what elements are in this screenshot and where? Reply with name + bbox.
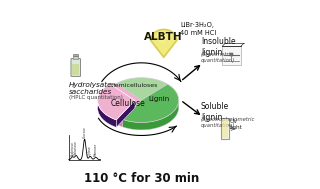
Polygon shape [123, 84, 179, 122]
Polygon shape [98, 84, 116, 127]
Text: Mannose: Mannose [94, 143, 98, 156]
Polygon shape [98, 84, 135, 120]
Polygon shape [104, 84, 141, 119]
Polygon shape [123, 101, 179, 130]
Text: Xylose: Xylose [88, 146, 92, 155]
Text: Cellulose: Cellulose [111, 99, 146, 108]
Ellipse shape [104, 85, 179, 130]
Text: Hemicelluloses: Hemicelluloses [110, 83, 158, 88]
FancyBboxPatch shape [71, 59, 81, 76]
Ellipse shape [157, 31, 167, 43]
Polygon shape [116, 78, 167, 100]
Text: 110 °C for 30 min: 110 °C for 30 min [84, 172, 199, 185]
Text: Soluble
lignin: Soluble lignin [201, 102, 229, 122]
Text: Galactose: Galactose [74, 140, 78, 155]
Bar [230, 53, 233, 56]
Text: UV
light: UV light [229, 119, 242, 130]
Bar [222, 46, 241, 65]
Bar [222, 119, 228, 139]
Polygon shape [104, 101, 123, 127]
Text: ALBTH: ALBTH [144, 32, 183, 42]
Text: Arabinose: Arabinose [70, 141, 75, 156]
Bar [221, 118, 228, 139]
Bar [73, 56, 78, 59]
Text: Glucose: Glucose [83, 126, 87, 138]
Text: LiBr·3H₂O,
40 mM HCl: LiBr·3H₂O, 40 mM HCl [180, 22, 217, 36]
Text: Hydrolysate:
saccharides: Hydrolysate: saccharides [69, 81, 115, 95]
Bar [72, 64, 79, 75]
Polygon shape [116, 101, 135, 127]
Text: (Gravimetric
quantitation): (Gravimetric quantitation) [201, 52, 235, 63]
Text: Lignin: Lignin [148, 96, 170, 102]
Text: (Spectrophotometric
quantitation): (Spectrophotometric quantitation) [201, 117, 255, 128]
Text: (HPLC quantitation): (HPLC quantitation) [69, 94, 123, 99]
Text: Insoluble
lignin: Insoluble lignin [201, 37, 236, 57]
Polygon shape [151, 29, 177, 57]
Bar [73, 54, 78, 56]
Polygon shape [110, 84, 135, 108]
